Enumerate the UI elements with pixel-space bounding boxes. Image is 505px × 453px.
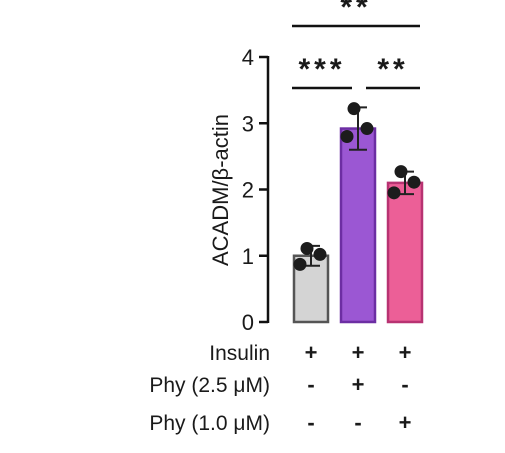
treatment-mark: - <box>401 372 408 397</box>
treatment-label: Phy (1.0 μM) <box>149 412 270 435</box>
y-tick-label: 4 <box>242 45 254 70</box>
treatment-mark: + <box>352 340 365 365</box>
y-tick-label: 0 <box>242 310 254 335</box>
data-point <box>313 247 327 261</box>
treatment-mark: + <box>399 340 412 365</box>
data-point <box>394 165 408 179</box>
treatment-mark: - <box>307 410 314 435</box>
significance-label: ** <box>340 0 371 24</box>
bars <box>292 102 424 324</box>
bar-2 <box>339 127 377 324</box>
significance-brackets: *** **** <box>292 0 420 90</box>
y-axis: 0 1 2 3 4 <box>242 45 270 335</box>
data-point <box>407 175 421 189</box>
significance-label: ** <box>377 53 408 86</box>
treatment-label: Insulin <box>209 342 270 365</box>
data-point <box>347 102 361 116</box>
significance-label: *** <box>298 53 345 86</box>
y-tick-label: 2 <box>242 178 254 203</box>
treatment-mark: + <box>352 372 365 397</box>
y-tick-label: 1 <box>242 244 254 269</box>
data-point <box>300 241 314 255</box>
data-point <box>387 186 401 200</box>
data-point <box>340 130 354 143</box>
treatment-mark: - <box>307 372 314 397</box>
treatment-table: Insulin + + + Phy (2.5 μM) - + - Phy (1.0 μM) - - + <box>149 340 411 435</box>
bar-3 <box>386 181 424 324</box>
y-axis-label: ACADM/β-actin <box>208 114 233 266</box>
treatment-mark: + <box>305 340 318 365</box>
data-point <box>293 257 307 271</box>
y-tick-label: 3 <box>242 111 254 136</box>
treatment-mark: + <box>399 410 412 435</box>
treatment-label: Phy (2.5 μM) <box>149 374 270 397</box>
data-point <box>360 122 374 136</box>
treatment-mark: - <box>354 410 361 435</box>
